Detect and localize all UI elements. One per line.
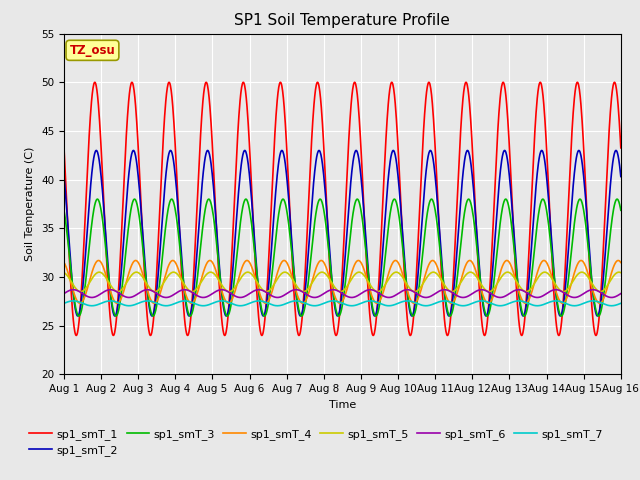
sp1_smT_5 bbox=[184, 287, 192, 292]
sp1_smT_6 bbox=[607, 295, 615, 300]
sp1_smT_4 bbox=[502, 258, 510, 264]
sp1_smT_7 bbox=[70, 298, 77, 304]
sp1_smT_7 bbox=[246, 300, 254, 306]
Y-axis label: Soil Temperature (C): Soil Temperature (C) bbox=[26, 147, 35, 261]
Line: sp1_smT_7: sp1_smT_7 bbox=[64, 301, 621, 306]
sp1_smT_2 bbox=[246, 179, 254, 185]
sp1_smT_1 bbox=[184, 333, 191, 338]
sp1_smT_4 bbox=[60, 260, 68, 265]
X-axis label: Time: Time bbox=[329, 400, 356, 409]
sp1_smT_3 bbox=[184, 308, 191, 314]
sp1_smT_3 bbox=[429, 200, 437, 205]
sp1_smT_1 bbox=[429, 111, 437, 117]
sp1_smT_6 bbox=[502, 293, 509, 299]
sp1_smT_2 bbox=[617, 174, 625, 180]
sp1_smT_6 bbox=[60, 291, 68, 297]
sp1_smT_7 bbox=[184, 299, 192, 304]
sp1_smT_6 bbox=[617, 291, 625, 297]
sp1_smT_2 bbox=[333, 313, 341, 319]
sp1_smT_7 bbox=[429, 301, 437, 307]
sp1_smT_1 bbox=[444, 333, 451, 338]
sp1_smT_5 bbox=[552, 281, 559, 287]
sp1_smT_5 bbox=[617, 270, 625, 276]
sp1_smT_5 bbox=[60, 270, 68, 276]
sp1_smT_2 bbox=[352, 147, 360, 153]
sp1_smT_1 bbox=[552, 312, 559, 318]
Legend: sp1_smT_1, sp1_smT_2, sp1_smT_3, sp1_smT_4, sp1_smT_5, sp1_smT_6, sp1_smT_7: sp1_smT_1, sp1_smT_2, sp1_smT_3, sp1_smT… bbox=[25, 424, 607, 460]
sp1_smT_1 bbox=[617, 145, 625, 151]
sp1_smT_7 bbox=[60, 300, 68, 306]
sp1_smT_6 bbox=[171, 291, 179, 297]
sp1_smT_3 bbox=[170, 202, 178, 208]
sp1_smT_6 bbox=[429, 292, 437, 298]
sp1_smT_3 bbox=[298, 313, 305, 319]
sp1_smT_7 bbox=[551, 298, 559, 304]
sp1_smT_4 bbox=[617, 260, 625, 265]
Line: sp1_smT_4: sp1_smT_4 bbox=[64, 261, 621, 303]
sp1_smT_7 bbox=[502, 302, 509, 308]
Line: sp1_smT_5: sp1_smT_5 bbox=[64, 272, 621, 292]
Text: TZ_osu: TZ_osu bbox=[70, 44, 115, 57]
sp1_smT_3 bbox=[552, 286, 559, 291]
sp1_smT_2 bbox=[60, 174, 68, 180]
sp1_smT_4 bbox=[552, 287, 559, 292]
sp1_smT_5 bbox=[171, 269, 179, 275]
sp1_smT_3 bbox=[617, 207, 625, 213]
sp1_smT_4 bbox=[170, 258, 178, 264]
sp1_smT_6 bbox=[551, 287, 559, 293]
Line: sp1_smT_2: sp1_smT_2 bbox=[64, 150, 621, 316]
sp1_smT_4 bbox=[184, 297, 191, 302]
sp1_smT_4 bbox=[206, 258, 214, 264]
sp1_smT_1 bbox=[502, 97, 510, 103]
sp1_smT_5 bbox=[429, 269, 437, 275]
sp1_smT_1 bbox=[425, 79, 433, 85]
sp1_smT_4 bbox=[225, 300, 232, 306]
sp1_smT_2 bbox=[429, 159, 437, 165]
sp1_smT_6 bbox=[184, 288, 192, 293]
sp1_smT_4 bbox=[429, 258, 437, 264]
sp1_smT_3 bbox=[246, 211, 254, 216]
sp1_smT_7 bbox=[607, 303, 615, 309]
sp1_smT_1 bbox=[60, 145, 68, 151]
sp1_smT_3 bbox=[502, 196, 510, 202]
sp1_smT_5 bbox=[170, 269, 177, 275]
sp1_smT_1 bbox=[246, 155, 254, 161]
sp1_smT_7 bbox=[171, 301, 179, 307]
sp1_smT_2 bbox=[502, 151, 510, 156]
sp1_smT_2 bbox=[552, 287, 559, 292]
sp1_smT_2 bbox=[184, 311, 191, 317]
sp1_smT_6 bbox=[70, 287, 77, 293]
sp1_smT_2 bbox=[170, 164, 178, 169]
Line: sp1_smT_3: sp1_smT_3 bbox=[64, 199, 621, 316]
sp1_smT_4 bbox=[247, 262, 255, 268]
Title: SP1 Soil Temperature Profile: SP1 Soil Temperature Profile bbox=[234, 13, 451, 28]
sp1_smT_1 bbox=[170, 126, 178, 132]
sp1_smT_6 bbox=[246, 290, 254, 296]
Line: sp1_smT_1: sp1_smT_1 bbox=[64, 82, 621, 336]
sp1_smT_3 bbox=[60, 207, 68, 213]
sp1_smT_5 bbox=[502, 270, 510, 276]
sp1_smT_7 bbox=[617, 300, 625, 306]
sp1_smT_5 bbox=[247, 271, 255, 276]
sp1_smT_5 bbox=[188, 289, 196, 295]
Line: sp1_smT_6: sp1_smT_6 bbox=[64, 290, 621, 298]
sp1_smT_3 bbox=[279, 196, 287, 202]
